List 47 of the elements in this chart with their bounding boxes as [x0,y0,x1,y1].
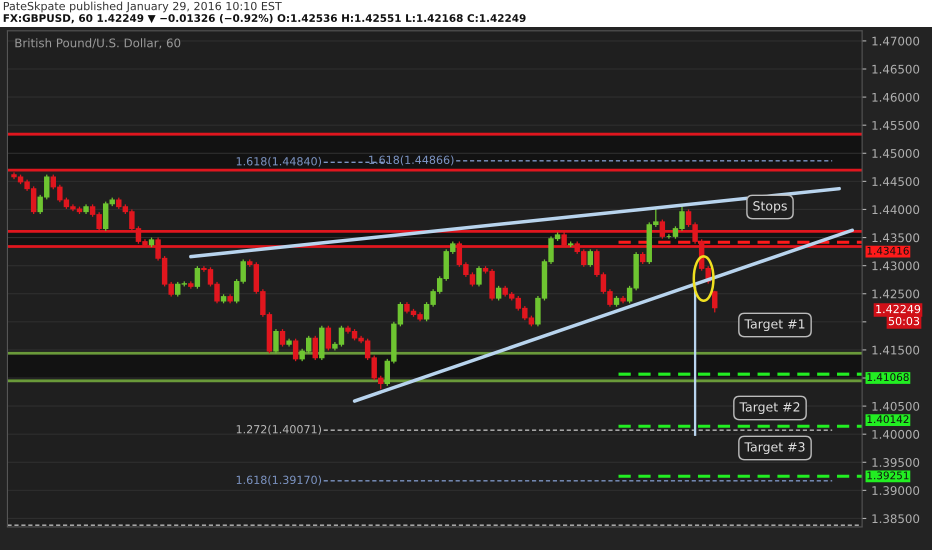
ref-line-label: 1.618(1.44840) [236,156,322,167]
candlestick [280,328,286,348]
candlestick [292,338,298,362]
candlestick [712,290,718,314]
candlestick [640,252,646,265]
candlestick [496,285,502,302]
text: 50:03 [888,316,920,326]
y-tick-label: 1.45000 [872,149,920,158]
y-tick-label: 1.43500 [872,233,920,242]
y-tick-label: 1.42500 [872,289,920,298]
candlestick [83,204,89,215]
ref-line-label: 1.41068 [868,373,909,382]
ref-line-label: 1.40142 [868,415,908,424]
y-tick-label: 1.38500 [872,514,920,524]
annotation: Stops [753,201,787,214]
ref-line-label: 1.39251 [868,471,908,480]
candlestick [273,328,279,354]
ref-line-label: 1.618(1.44866) [369,155,454,166]
candlestick [476,266,482,288]
y-tick-label: 1.41500 [872,346,920,355]
y-tick-label: 1.44500 [872,177,920,186]
text: 1.42249 [876,304,920,314]
annotation: Target #1 [744,319,804,332]
y-axis-title: British Pound/U.S. Dollar, 60 [15,38,180,49]
ref-line-label: 1.43416 [868,246,909,255]
y-tick-label: 1.47000 [872,36,920,46]
candlestick [614,295,620,308]
chart-subtitle: FX:GBPUSD, 60 1.42249 ▼ −0.01326 (−0.92%) O:1.42536 H:1.42551 L:1.42168 C:1.42249 [4,14,526,24]
y-tick-label: 1.46500 [872,64,920,74]
y-tick-label: 1.39500 [872,458,920,467]
ref-line-label: 1.618(1.39170) [236,475,322,486]
annotation: Target #3 [744,442,805,454]
candlestick [326,325,332,352]
ref-line-label: 1.272(1.40071) [236,424,322,435]
y-tick-label: 1.44000 [872,205,920,214]
y-tick-label: 1.39000 [872,486,920,496]
candlestick [588,248,594,268]
y-tick-label: 1.45500 [872,120,920,130]
y-tick-label: 1.40000 [872,430,920,439]
y-tick-label: 1.40500 [872,402,920,411]
annotation: Target #2 [739,402,800,414]
y-tick-label: 1.43000 [872,261,920,270]
chart-title: PateSkpate published January 29, 2016 10:10 EST [4,2,282,12]
candlestick [312,335,318,361]
candlestick [194,266,200,290]
y-tick-label: 1.46000 [872,92,920,102]
candlestick [148,236,154,248]
